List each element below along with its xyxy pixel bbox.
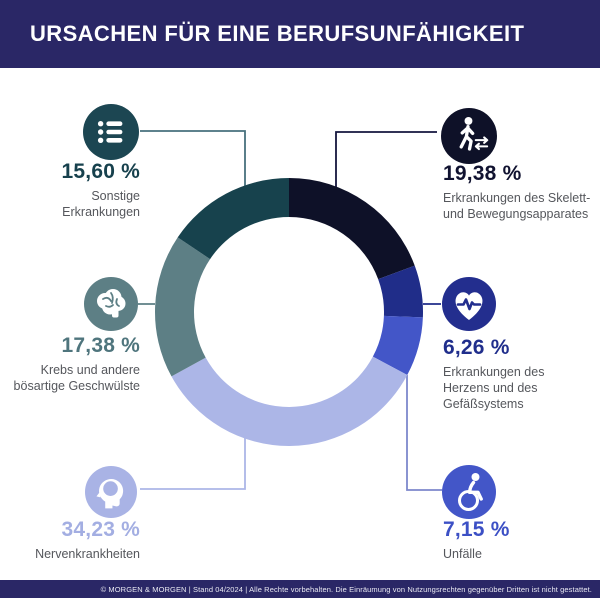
pct-sonstige-erkrankungen: 15,60 % [61,160,140,183]
header-bar: URSACHEN FÜR EINE BERUFSUNFÄHIGKEIT [0,0,600,68]
caption-line: Nervenkrankheiten [35,547,140,561]
pct-krebs: 17,38 % [61,334,140,357]
caption-line: Krebs und andere [40,363,140,377]
caption-line: und Bewegungsapparates [443,207,589,221]
caption-line: Unfälle [443,547,482,561]
donut-segment-0 [289,178,415,280]
caption-line: Sonstige [91,189,140,203]
caption-line: Herzens und des [443,381,538,395]
caption-line: Erkrankungen des Skelett- [443,191,591,205]
pct-nervenkrankheiten: 34,23 % [61,518,140,541]
caption-line: bösartige Geschwülste [13,379,140,393]
head-profile-icon [85,466,137,518]
donut-segment-4 [154,237,211,377]
walking-person-icon [441,108,497,164]
footer-bar: © MORGEN & MORGEN | Stand 04/2024 | Alle… [0,580,600,598]
caption-unfaelle: Unfälle [443,546,600,562]
donut-segment-5 [177,178,289,260]
connector-line [140,130,246,188]
callout-nervenkrankheiten: 34,23 % Nervenkrankheiten [0,518,140,562]
pct-unfaelle: 7,15 % [443,518,510,541]
caption-nervenkrankheiten: Nervenkrankheiten [0,546,140,562]
donut-segment-2 [372,315,423,376]
chart-area: 15,60 % Sonstige Erkrankungen 19,38 % Er… [0,68,600,580]
callout-sonstige-erkrankungen: 15,60 % Sonstige Erkrankungen [0,160,140,220]
donut-segment-1 [378,265,423,318]
callout-unfaelle: 7,15 % Unfälle [443,518,600,562]
callout-krebs: 17,38 % Krebs und andere bösartige Gesch… [0,334,140,394]
wheelchair-icon [442,465,496,519]
callout-herz-gefaesssystem: 6,26 % Erkrankungen des Herzens und des … [443,336,600,412]
brain-icon [84,277,138,331]
callout-skelett-bewegungsapparat: 19,38 % Erkrankungen des Skelett- und Be… [443,162,600,222]
caption-line: Erkrankungen [62,205,140,219]
caption-line: Erkrankungen des [443,365,545,379]
caption-skelett-bewegungsapparat: Erkrankungen des Skelett- und Bewegungsa… [443,190,600,222]
donut-segment-3 [171,356,408,446]
caption-krebs: Krebs und andere bösartige Geschwülste [0,362,140,394]
donut-chart [138,130,442,491]
caption-sonstige-erkrankungen: Sonstige Erkrankungen [0,188,140,220]
connector-line [140,436,246,490]
caption-line: Gefäßsystems [443,397,524,411]
connector-line [406,375,442,491]
footer-legal-text: © MORGEN & MORGEN | Stand 04/2024 | Alle… [100,584,592,594]
caption-herz-gefaesssystem: Erkrankungen des Herzens und des Gefäßsy… [443,364,600,412]
pct-skelett-bewegungsapparat: 19,38 % [443,162,522,185]
pct-herz-gefaesssystem: 6,26 % [443,336,510,359]
page-title: URSACHEN FÜR EINE BERUFSUNFÄHIGKEIT [30,21,525,46]
list-icon [83,104,139,160]
heart-pulse-icon [442,277,496,331]
connector-line [335,131,437,188]
